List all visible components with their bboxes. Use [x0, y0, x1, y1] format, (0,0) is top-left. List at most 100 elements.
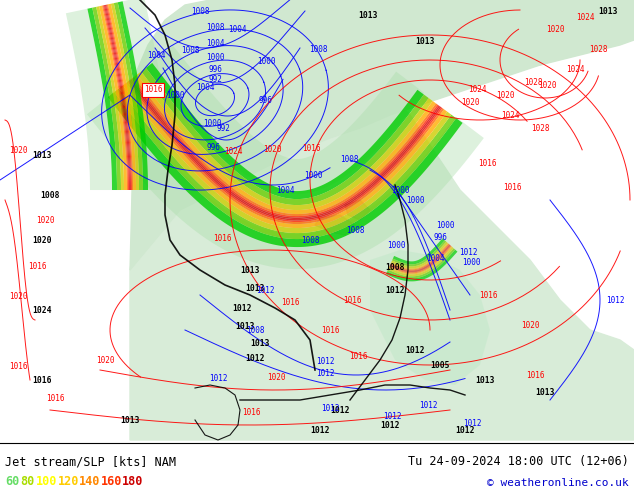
Text: 1008: 1008	[191, 7, 209, 17]
Polygon shape	[108, 4, 136, 190]
Text: 1016: 1016	[302, 144, 321, 153]
Text: 1024: 1024	[501, 111, 519, 120]
Text: 1013: 1013	[250, 339, 269, 347]
Text: 1005: 1005	[430, 361, 450, 369]
Text: 1012: 1012	[321, 403, 339, 413]
Text: 1008: 1008	[309, 46, 327, 54]
Text: 1004: 1004	[206, 39, 224, 48]
Text: 1016: 1016	[349, 351, 367, 361]
Text: 1016: 1016	[46, 393, 64, 402]
Text: 80: 80	[20, 475, 35, 488]
Text: 1024: 1024	[469, 85, 487, 94]
Text: 1028: 1028	[524, 78, 543, 87]
Polygon shape	[99, 5, 127, 190]
Text: 1004: 1004	[146, 50, 165, 59]
Text: 992: 992	[208, 75, 222, 84]
Text: 1016: 1016	[144, 85, 162, 95]
Text: 1008: 1008	[340, 155, 359, 165]
Polygon shape	[127, 81, 443, 222]
Text: 1012: 1012	[383, 412, 401, 420]
Polygon shape	[386, 250, 458, 281]
Text: 1020: 1020	[461, 98, 479, 107]
Polygon shape	[390, 245, 450, 271]
Text: 1020: 1020	[538, 80, 556, 90]
Text: 1008: 1008	[40, 191, 60, 199]
Text: 1012: 1012	[310, 425, 330, 435]
Text: 1020: 1020	[263, 146, 281, 154]
Text: 1000: 1000	[406, 196, 424, 205]
Polygon shape	[345, 200, 370, 220]
Polygon shape	[102, 5, 128, 190]
Text: 1012: 1012	[455, 425, 475, 435]
Polygon shape	[93, 7, 121, 190]
Text: 1024: 1024	[32, 305, 52, 315]
Text: 1020: 1020	[521, 320, 540, 329]
Text: 1000: 1000	[206, 52, 224, 62]
Polygon shape	[388, 247, 454, 276]
Text: 992: 992	[216, 123, 230, 132]
Polygon shape	[87, 93, 484, 269]
Text: 1016: 1016	[32, 375, 52, 385]
Polygon shape	[114, 2, 143, 190]
Polygon shape	[103, 5, 129, 190]
Text: 1016: 1016	[281, 297, 299, 307]
Text: 1000: 1000	[391, 186, 410, 195]
Polygon shape	[134, 74, 436, 214]
Text: 120: 120	[58, 475, 79, 488]
Text: 1008: 1008	[246, 325, 264, 335]
Text: 1012: 1012	[463, 418, 481, 427]
Polygon shape	[131, 78, 439, 218]
Polygon shape	[389, 245, 451, 273]
Text: 1016: 1016	[29, 262, 47, 271]
Text: 1020: 1020	[32, 236, 52, 245]
Polygon shape	[96, 6, 124, 190]
Text: 1028: 1028	[531, 123, 549, 132]
Text: 140: 140	[79, 475, 100, 488]
Polygon shape	[389, 246, 452, 274]
Text: 1024: 1024	[224, 147, 242, 156]
Text: 1012: 1012	[380, 420, 400, 430]
Text: 1016: 1016	[213, 234, 231, 243]
Polygon shape	[130, 73, 634, 440]
Text: 1012: 1012	[316, 357, 335, 366]
Text: 1020: 1020	[36, 217, 55, 225]
Text: 1013: 1013	[415, 38, 435, 47]
Text: 1004: 1004	[228, 25, 246, 34]
Text: 1020: 1020	[9, 146, 27, 154]
Polygon shape	[107, 4, 133, 190]
Text: 1016: 1016	[242, 409, 260, 417]
Text: 1012: 1012	[232, 303, 252, 313]
Polygon shape	[111, 3, 139, 190]
Text: 1024: 1024	[566, 66, 585, 74]
Text: 1000: 1000	[387, 241, 405, 249]
Text: 1012: 1012	[245, 353, 265, 363]
Text: 996: 996	[206, 143, 220, 152]
Polygon shape	[106, 4, 132, 190]
Text: 996: 996	[433, 233, 447, 242]
Text: 1016: 1016	[343, 295, 361, 304]
Polygon shape	[315, 215, 355, 235]
Polygon shape	[130, 79, 440, 219]
Text: 1013: 1013	[535, 388, 555, 396]
Text: 60: 60	[5, 475, 19, 488]
Polygon shape	[105, 5, 131, 190]
Polygon shape	[137, 72, 433, 210]
Text: 1000: 1000	[204, 120, 222, 128]
Polygon shape	[391, 243, 448, 270]
Text: 1013: 1013	[358, 10, 378, 20]
Polygon shape	[126, 82, 444, 224]
Text: 1012: 1012	[605, 296, 624, 305]
Text: Jet stream/SLP [kts] NAM: Jet stream/SLP [kts] NAM	[5, 455, 176, 468]
Text: 1013: 1013	[476, 375, 495, 385]
Text: 1012: 1012	[209, 373, 227, 383]
Text: 1012: 1012	[459, 247, 477, 256]
Text: 1012: 1012	[418, 400, 437, 410]
Text: 996: 996	[258, 96, 272, 104]
Polygon shape	[118, 1, 148, 190]
Text: 1016: 1016	[321, 325, 339, 335]
Text: 1013: 1013	[245, 284, 265, 293]
Text: 1020: 1020	[496, 91, 514, 99]
Text: 1000: 1000	[462, 258, 480, 267]
Text: 1012: 1012	[256, 286, 275, 294]
Text: 1016: 1016	[503, 182, 521, 192]
